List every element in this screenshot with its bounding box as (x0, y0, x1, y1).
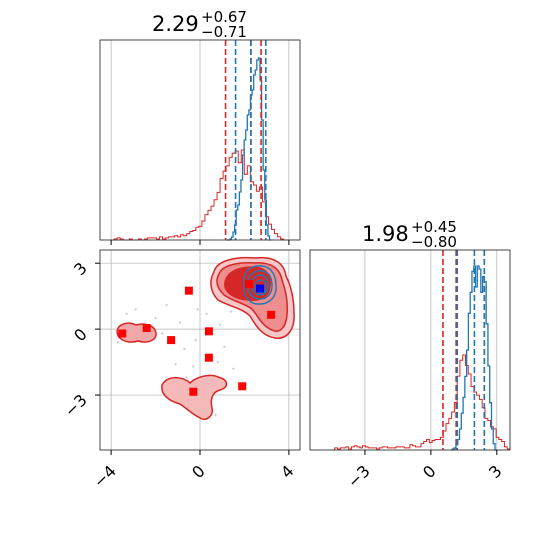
p3-point-6 (194, 339, 197, 342)
p1-quantile-lines (224, 40, 267, 240)
panel-2d-contour: −4 0 4 −3 0 3 (61, 249, 301, 492)
param2-title-minus: −0.80 (411, 233, 457, 251)
p3-red-square-5 (204, 353, 213, 362)
p3-point-15 (232, 367, 235, 370)
p3-red-square-6 (189, 387, 198, 396)
p3-point-23 (161, 332, 164, 335)
p3-point-2 (165, 303, 168, 307)
p3-point-21 (192, 365, 195, 368)
p3-red-square-4 (204, 327, 213, 336)
p3-tick-marks (95, 262, 290, 455)
p3-point-10 (185, 376, 188, 379)
p3-x-tick-labels: −4 0 4 (90, 461, 298, 491)
p3-point-17 (116, 341, 119, 344)
p2-tick-marks (364, 450, 498, 455)
p3-point-13 (214, 413, 217, 416)
panel-param2-histogram: −3 0 3 (309, 249, 511, 492)
p3-point-22 (216, 360, 219, 364)
p3-point-9 (223, 345, 226, 348)
p3-ytick-label-0: −3 (61, 390, 91, 420)
p3-point-5 (174, 363, 177, 366)
p3-red-square-1 (142, 324, 151, 333)
panel-param1-histogram (99, 39, 301, 245)
p1-histogram-blue (226, 57, 272, 241)
p3-point-16 (154, 317, 157, 320)
p1-gridlines (110, 40, 290, 240)
blue-contour-mid (247, 270, 273, 300)
param2-title: 1.98 (362, 222, 409, 246)
p1-tick-marks (110, 240, 290, 245)
p2-histogram-red (331, 354, 511, 451)
p3-point-4 (183, 347, 186, 351)
p3-xtick-label-1: 0 (188, 461, 209, 482)
p3-point-8 (218, 323, 222, 326)
param1-title-minus: −0.71 (201, 23, 247, 41)
blue-contour-outer (243, 265, 277, 305)
p2-gridlines (364, 250, 498, 450)
p2-xtick-label-0: −3 (344, 461, 374, 491)
p3-red-square-0 (118, 329, 127, 338)
p3-ytick-label-2: 3 (70, 259, 91, 280)
p3-point-3 (178, 321, 182, 324)
p3-point-18 (134, 308, 137, 311)
param2-median: 1.98 (362, 222, 409, 246)
p3-point-19 (230, 310, 233, 313)
param2-title-plus: +0.45 (411, 218, 457, 236)
p3-xtick-label-2: 4 (277, 461, 298, 482)
p3-y-tick-labels: −3 0 3 (61, 259, 91, 421)
p3-red-square-8 (244, 280, 253, 289)
p3-blue-square-0 (256, 284, 264, 293)
blue-contour-inner (251, 274, 269, 296)
param1-title: 2.29 (152, 12, 199, 36)
param1-median: 2.29 (152, 12, 199, 36)
p3-red-square-9 (267, 310, 276, 319)
p2-xtick-label-1: 0 (419, 461, 440, 482)
red-contour-bottom-island (161, 374, 228, 420)
p3-xtick-label-0: −4 (90, 461, 120, 491)
p3-red-square-7 (238, 382, 247, 391)
p2-frame (309, 249, 511, 451)
p3-point-7 (205, 312, 208, 315)
p3-red-square-3 (184, 286, 193, 295)
p3-ytick-label-1: 0 (70, 325, 91, 346)
p2-xtick-label-2: 3 (485, 461, 506, 482)
p2-quantile-lines (442, 250, 486, 450)
p3-point-0 (125, 312, 128, 315)
p3-point-20 (196, 308, 199, 311)
p3-red-square-2 (167, 336, 176, 345)
param1-title-plus: +0.67 (201, 8, 247, 26)
p3-square-markers (118, 280, 276, 396)
p2-x-tick-labels: −3 0 3 (344, 461, 506, 491)
